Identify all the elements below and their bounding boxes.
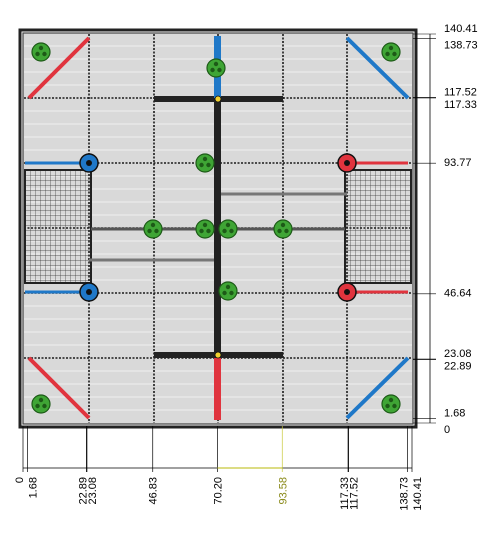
- barrier-pivot-top: [214, 95, 222, 103]
- bottom-dimension-label: 70.20: [212, 477, 224, 505]
- triball-game-element: [381, 394, 401, 414]
- bottom-dimension-label: 0: [14, 477, 26, 483]
- corner-tape-red-top-left: [27, 36, 91, 100]
- bottom-dimension-label: 117.33: [339, 477, 351, 510]
- corner-tape-blue-top-right: [345, 36, 410, 100]
- bottom-dimension-label: 23.08: [87, 477, 99, 505]
- goal-post-blue-upper: [79, 153, 99, 173]
- bottom-dimension-label: 140.41: [412, 477, 424, 511]
- triball-game-element: [206, 58, 226, 78]
- bottom-dimension-label: 138.73: [398, 477, 410, 511]
- right-dimension-label: 46.64: [444, 288, 472, 300]
- bottom-dimension-label: 1.68: [28, 477, 40, 498]
- triball-game-element: [195, 153, 215, 173]
- bottom-dimension-label: 22.89: [77, 477, 89, 505]
- right-dimension-label: 1.68: [444, 407, 465, 419]
- goal-post-blue-lower: [79, 282, 99, 302]
- bottom-dimension-label: 117.52: [349, 477, 361, 510]
- triball-game-element: [195, 219, 215, 239]
- goal-right: [344, 161, 412, 294]
- center-barrier-vertical: [214, 98, 221, 358]
- triball-game-element: [218, 219, 238, 239]
- tape-red-bottom-center: [214, 358, 221, 420]
- right-dimension-label: 0: [444, 424, 450, 436]
- goal-post-red-upper: [337, 153, 357, 173]
- triball-game-element: [273, 219, 293, 239]
- triball-game-element: [143, 219, 163, 239]
- triball-game-element: [381, 42, 401, 62]
- right-dimension-label: 93.77: [444, 157, 472, 169]
- right-dimension-label: 117.52: [444, 86, 477, 98]
- field-perimeter-wall: [18, 28, 418, 429]
- triball-game-element: [31, 42, 51, 62]
- corner-tape-red-bottom-left: [27, 356, 91, 420]
- right-dimension-label: 140.41: [444, 23, 478, 35]
- triball-game-element: [218, 281, 238, 301]
- barrier-pivot-bottom: [214, 351, 222, 359]
- triball-game-element: [31, 394, 51, 414]
- bottom-dimension-label: 46.83: [148, 477, 160, 505]
- corner-tape-blue-bottom-right: [345, 356, 410, 420]
- dimension-annotations: 140.41138.73117.52117.3393.7746.6423.082…: [14, 23, 478, 511]
- right-dimension-label: 138.73: [444, 40, 478, 52]
- right-dimension-label: 22.89: [444, 360, 472, 372]
- goal-left: [24, 161, 92, 294]
- goal-post-red-lower: [337, 282, 357, 302]
- right-dimension-label: 117.33: [444, 99, 477, 111]
- game-elements: [31, 42, 401, 414]
- right-dimension-label: 23.08: [444, 348, 472, 360]
- bottom-dimension-label: 93.58: [277, 477, 289, 505]
